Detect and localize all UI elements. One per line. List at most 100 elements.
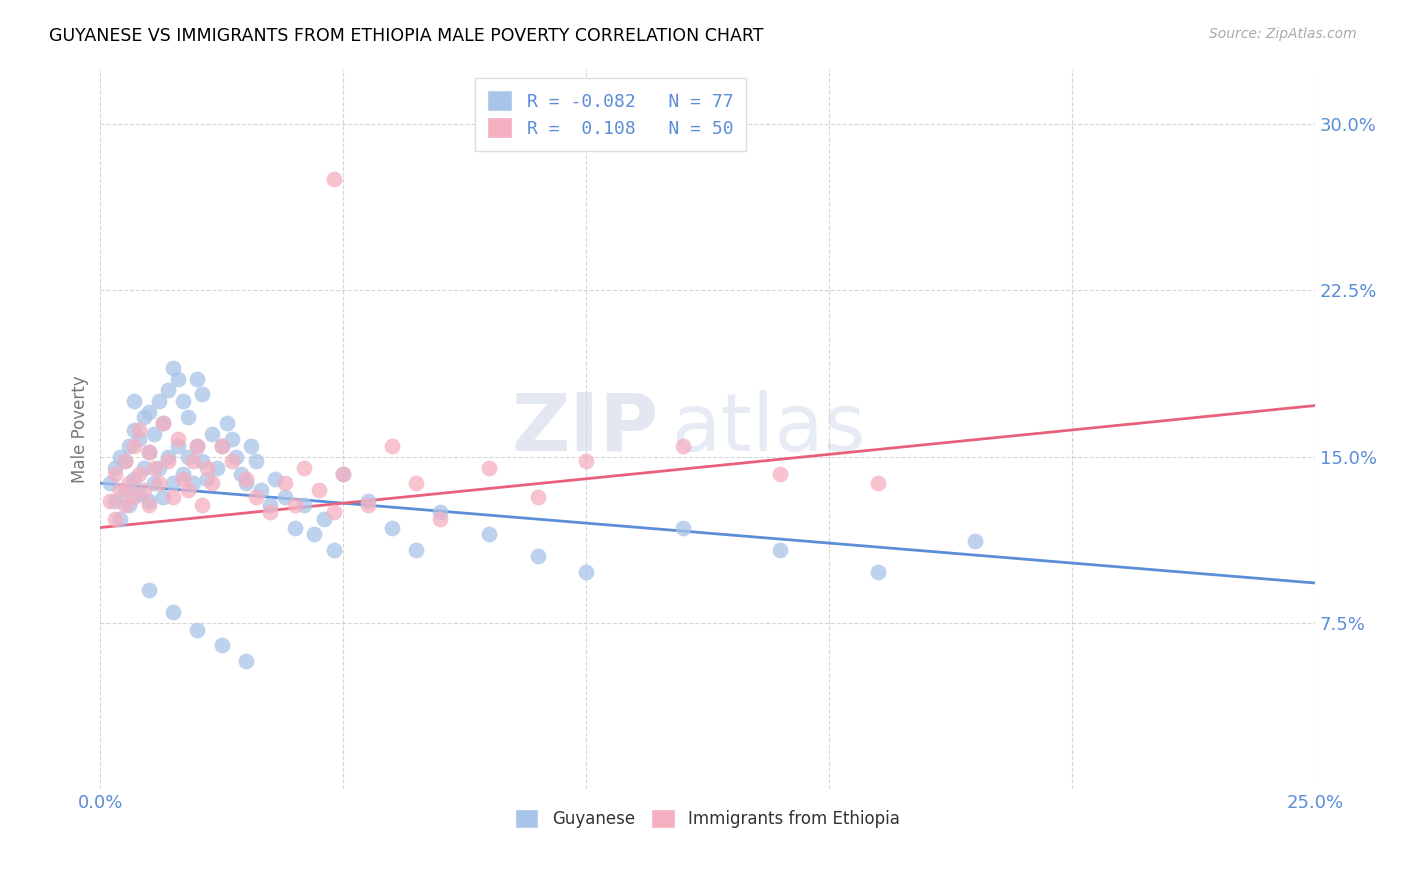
Point: [124, 490, 146, 504]
Point: [128, 423, 150, 437]
Point: [138, 499, 160, 513]
Point: [322, 505, 344, 519]
Point: [211, 638, 233, 652]
Point: [322, 542, 344, 557]
Point: [405, 542, 427, 557]
Point: [138, 494, 160, 508]
Point: [148, 394, 170, 409]
Point: [138, 445, 160, 459]
Legend: Guyanese, Immigrants from Ethiopia: Guyanese, Immigrants from Ethiopia: [509, 803, 907, 835]
Point: [148, 476, 170, 491]
Point: [167, 438, 190, 452]
Point: [235, 654, 257, 668]
Point: [98, 494, 121, 508]
Point: [264, 472, 287, 486]
Point: [108, 450, 131, 464]
Point: [172, 467, 194, 482]
Point: [132, 409, 155, 424]
Point: [108, 483, 131, 497]
Point: [124, 394, 146, 409]
Point: [201, 427, 224, 442]
Point: [118, 499, 141, 513]
Point: [963, 533, 986, 548]
Point: [104, 460, 127, 475]
Point: [195, 460, 218, 475]
Point: [356, 494, 378, 508]
Point: [575, 454, 598, 468]
Point: [177, 450, 200, 464]
Point: [152, 490, 174, 504]
Point: [172, 394, 194, 409]
Point: [284, 499, 307, 513]
Point: [152, 417, 174, 431]
Point: [124, 438, 146, 452]
Point: [186, 438, 208, 452]
Point: [167, 432, 190, 446]
Point: [866, 565, 889, 579]
Point: [186, 372, 208, 386]
Point: [322, 172, 344, 186]
Point: [259, 499, 281, 513]
Point: [138, 445, 160, 459]
Point: [211, 438, 233, 452]
Point: [245, 490, 267, 504]
Point: [235, 472, 257, 486]
Point: [225, 450, 247, 464]
Point: [104, 511, 127, 525]
Point: [114, 483, 136, 497]
Point: [221, 432, 243, 446]
Point: [205, 460, 228, 475]
Point: [231, 467, 253, 482]
Text: Source: ZipAtlas.com: Source: ZipAtlas.com: [1209, 27, 1357, 41]
Point: [239, 438, 262, 452]
Point: [201, 476, 224, 491]
Point: [274, 490, 297, 504]
Point: [249, 483, 271, 497]
Point: [332, 467, 354, 482]
Point: [177, 483, 200, 497]
Point: [478, 460, 501, 475]
Point: [284, 520, 307, 534]
Point: [191, 387, 214, 401]
Point: [526, 490, 548, 504]
Point: [575, 565, 598, 579]
Point: [172, 472, 194, 486]
Point: [162, 490, 184, 504]
Point: [162, 605, 184, 619]
Point: [157, 383, 180, 397]
Point: [124, 472, 146, 486]
Point: [191, 499, 214, 513]
Point: [128, 432, 150, 446]
Point: [152, 417, 174, 431]
Point: [429, 511, 451, 525]
Point: [259, 505, 281, 519]
Text: atlas: atlas: [671, 390, 866, 468]
Point: [181, 454, 204, 468]
Point: [162, 476, 184, 491]
Point: [312, 511, 335, 525]
Point: [124, 423, 146, 437]
Point: [114, 499, 136, 513]
Point: [148, 460, 170, 475]
Point: [138, 405, 160, 419]
Point: [132, 460, 155, 475]
Point: [478, 527, 501, 541]
Point: [245, 454, 267, 468]
Point: [186, 623, 208, 637]
Y-axis label: Male Poverty: Male Poverty: [72, 375, 89, 483]
Point: [332, 467, 354, 482]
Point: [292, 499, 315, 513]
Point: [181, 476, 204, 491]
Point: [162, 360, 184, 375]
Point: [108, 511, 131, 525]
Point: [191, 454, 214, 468]
Point: [235, 476, 257, 491]
Point: [381, 520, 404, 534]
Point: [114, 454, 136, 468]
Point: [114, 454, 136, 468]
Point: [157, 454, 180, 468]
Point: [157, 450, 180, 464]
Point: [381, 438, 404, 452]
Point: [308, 483, 330, 497]
Point: [526, 549, 548, 564]
